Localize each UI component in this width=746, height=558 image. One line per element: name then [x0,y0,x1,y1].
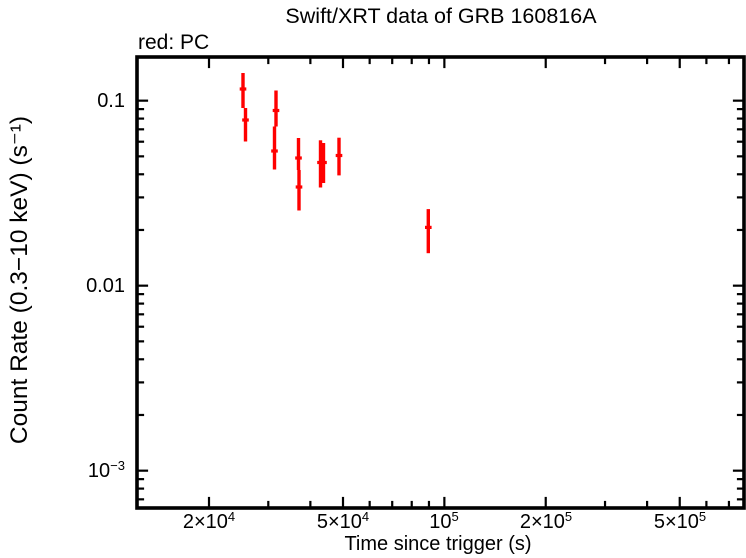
svg-text:10−3: 10−3 [88,458,125,483]
svg-text:2×104: 2×104 [183,509,235,534]
svg-text:Count Rate (0.3−10 keV) (s⁻¹): Count Rate (0.3−10 keV) (s⁻¹) [6,116,33,444]
svg-text:Time since trigger (s): Time since trigger (s) [344,533,531,555]
svg-text:0.1: 0.1 [97,90,125,112]
svg-text:0.01: 0.01 [86,275,125,297]
svg-text:5×105: 5×105 [654,509,706,534]
svg-text:Swift/XRT data of GRB 160816A: Swift/XRT data of GRB 160816A [285,4,597,28]
svg-text:5×104: 5×104 [317,509,369,534]
svg-text:105: 105 [429,509,458,534]
svg-text:2×105: 2×105 [520,509,572,534]
svg-text:red: PC: red: PC [138,31,209,54]
